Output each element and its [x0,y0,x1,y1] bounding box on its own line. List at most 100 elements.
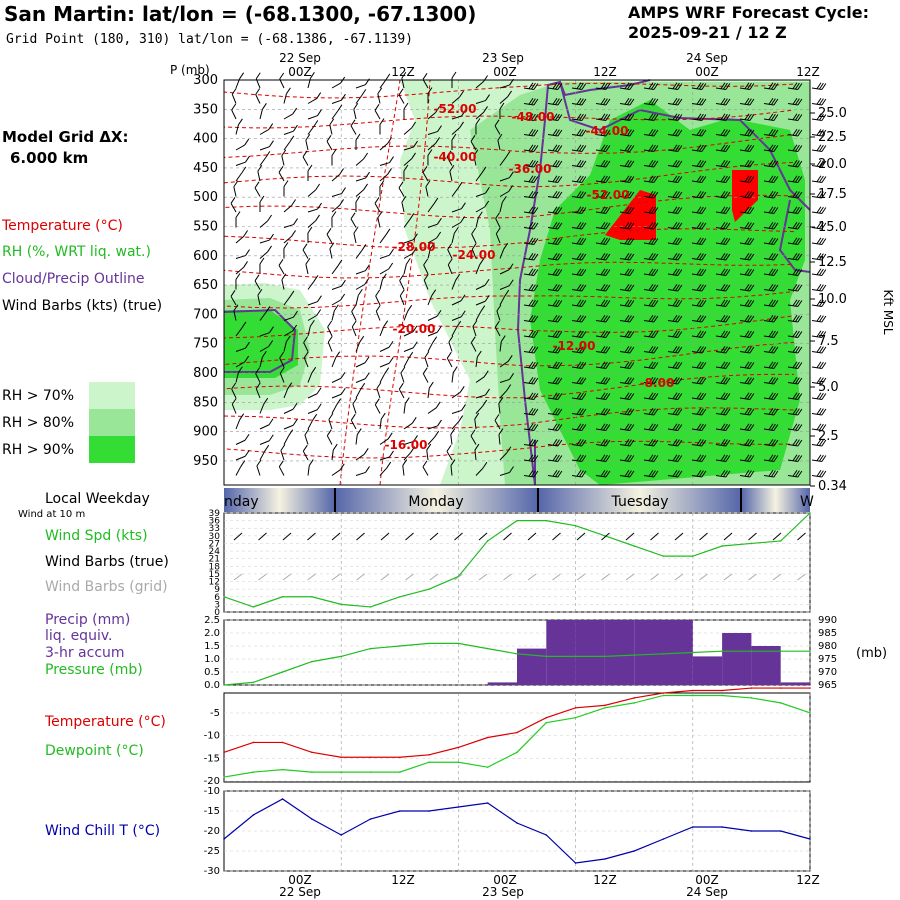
wind-barb-flag [821,222,827,230]
wind-barb-flag [554,82,560,90]
wind-barb-flag [674,82,680,90]
wind-barb-staff [302,249,309,259]
wind-barb-flag [268,123,274,130]
wind-barb-staff [283,224,294,228]
wind-barb-flag [720,268,726,276]
wind-barb-flag [722,237,728,245]
wind-barb-flag [552,345,558,353]
wind-barb-staff [499,177,510,182]
wind-barb-flag [749,207,755,214]
wind-speed-line-point [516,519,518,522]
wind-barb-staff [254,280,261,290]
wind-barb-flag [746,253,752,260]
wind-barb-flag [672,469,678,477]
wind-barb-flag [768,392,774,400]
wind-barb-flag [460,294,466,302]
wind-barb-flag [677,114,683,121]
wind-barb-flag [792,206,798,214]
wind-barb-flag [816,159,822,167]
wind-barb-flag [698,175,704,183]
wind-barb-staff [475,112,484,120]
cloud-outline-main [516,80,811,486]
wind-barb-flag [698,129,704,136]
wind-barb-flag [818,268,824,276]
wind-barb-flag [744,299,750,307]
wind-barb-staff [427,407,437,414]
wind-barb-staff [331,82,341,89]
wind-barb-flag [254,274,260,282]
temperature-line-point [281,741,284,744]
wind-barb-staff [235,124,239,135]
cross-section-panel: -52.00-48.00-44.00-40.00-36.00-52.00-28.… [223,71,827,486]
wind-barb-staff [422,373,429,383]
wind-barb-flag [770,454,776,462]
wind-barb-flag [281,149,287,157]
wind-barb-flag [389,248,394,256]
wind-barb-staff [451,421,460,430]
wind-barb-flag [794,315,800,322]
wind-barb-flag [422,367,428,374]
weekday-segment [741,488,810,512]
wind-barb-flag [576,268,582,276]
model-grid-label: Model Grid ΔX: 6.000 km [2,127,129,169]
wind-barb-flag [287,382,293,389]
wind-barb-flag [821,315,827,323]
wind-barb-flag [552,407,558,415]
wind-barb-staff [235,466,242,476]
wind-barb-flag [768,423,774,431]
wind-barb-flag [701,346,707,354]
wind-barb-flag [460,216,466,223]
wind-barb-staff [279,373,285,383]
wind-barb-flag [672,330,678,338]
wind-barb-flag [650,470,656,477]
wind-barb-flag [816,175,822,183]
wind-barb-staff [497,140,501,151]
wind-barb-flag [672,237,678,245]
wind-barb-true [674,532,684,541]
wind-barb-flag [746,98,752,105]
top-time-tick: 12Z [391,65,415,79]
wind-barb-flag [749,222,755,230]
wind-chill-line-point [457,806,460,808]
wind-barb-flag [552,376,558,384]
wind-barb-flag [816,283,822,291]
wind-barb-flag [528,376,534,384]
wind-barb-flag [302,444,308,452]
temperature-line-point [486,736,489,739]
pressure-label: Pressure (mb) [45,662,143,678]
wind-barb-flag [379,118,385,125]
wind-barb-flag [557,191,563,199]
wind-barb-staff [279,357,285,368]
wind-barb-flag [528,330,534,338]
wind-barb-flag [530,82,536,90]
wind-barb-flag [552,299,558,307]
wind-barb-flag [600,113,606,121]
wind-barb-staff [451,115,462,120]
wind-barb-flag [576,237,582,245]
wind-barb-flag [552,268,558,276]
temperature-contour-line [339,79,401,486]
wind-barb-flag [259,195,265,203]
wind-barb-flag [231,103,237,111]
wind-barb-flag [602,454,608,462]
wind-barb-staff [280,450,285,461]
wind-barb-flag [821,408,827,416]
wind-barb-flag [244,138,250,146]
wind-barb-flag [725,269,731,276]
wind-barb-flag [677,346,683,354]
wind-barb-flag [528,361,534,369]
wind-barb-flag [816,97,822,105]
wind-speed-line-point [574,524,577,527]
wind-barb-flag [401,195,407,203]
wind-barb-flag [624,175,630,183]
wind-barb-staff [475,206,485,213]
wind-speed-line-point [750,542,753,545]
wind-barb-flag [677,98,683,106]
wind-barb-staff [379,456,390,461]
wind-barb-flag [744,97,750,105]
wind-barb-staff [307,301,318,306]
wind-barb-staff [259,404,265,414]
wind-barb-flag [313,275,319,282]
wind-barb-flag [528,128,534,136]
wind-barb-flag [821,145,827,152]
